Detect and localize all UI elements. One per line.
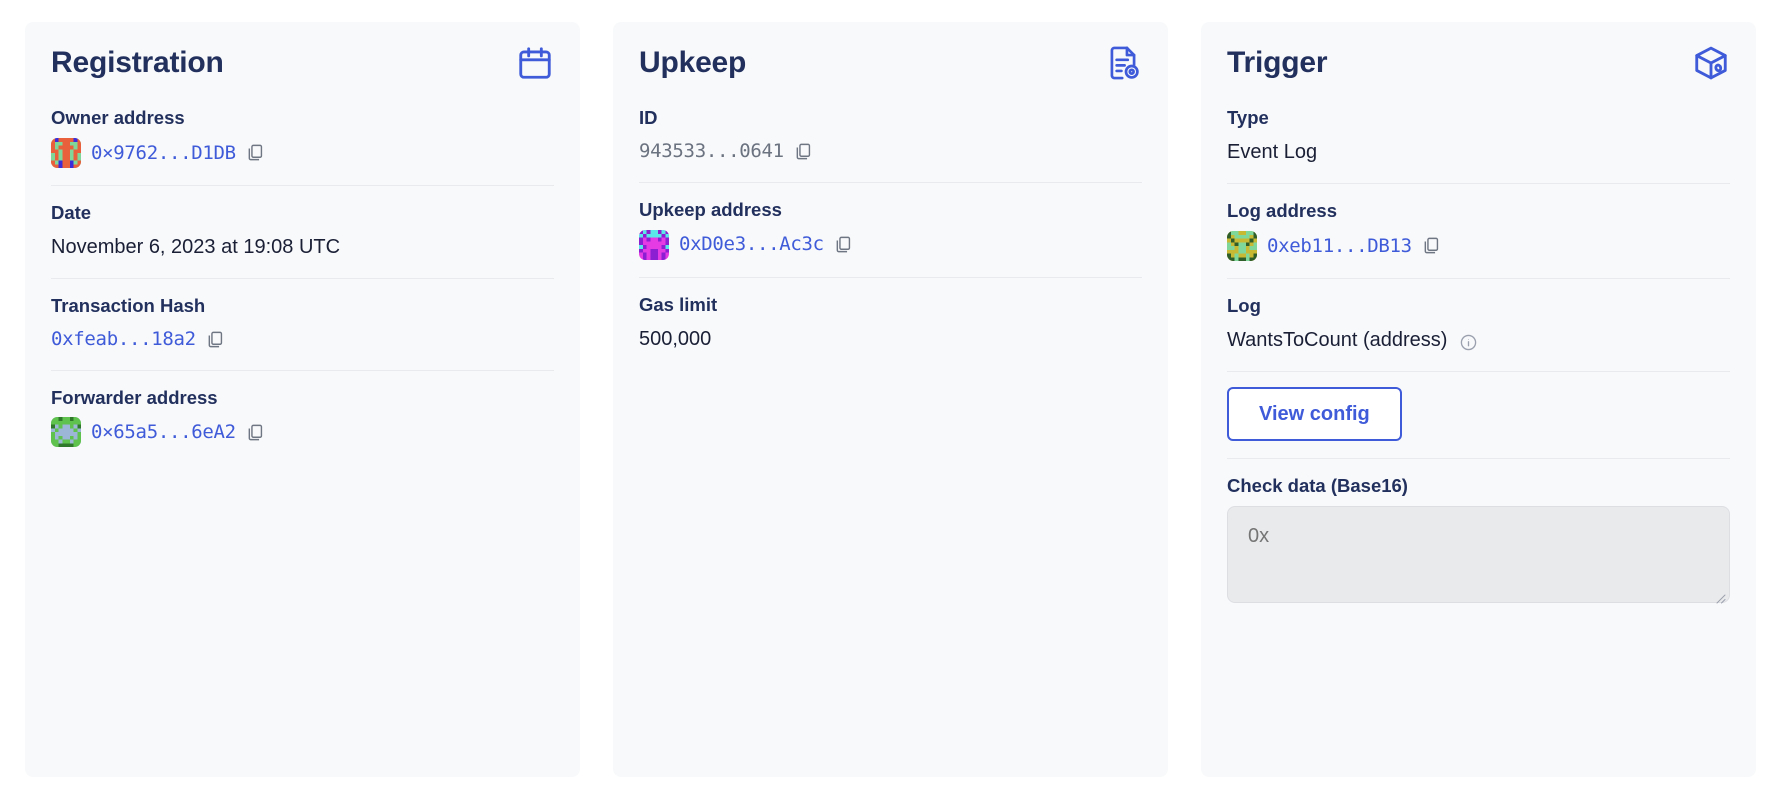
field-trigger-type: Type Event Log [1227, 106, 1730, 184]
forwarder-address-blockie [51, 417, 81, 448]
field-date: Date November 6, 2023 at 19:08 UTC [51, 186, 554, 279]
upkeep-card: Upkeep ID 9435 [613, 22, 1168, 777]
copy-icon[interactable] [246, 422, 265, 443]
copy-icon[interactable] [1422, 235, 1441, 256]
owner-address-blockie [51, 137, 81, 168]
page-title-trigger: Trigger [1227, 46, 1328, 79]
registration-card: Registration Owner address [25, 22, 580, 777]
log-address-value[interactable]: 0xeb11...DB13 [1267, 234, 1412, 257]
owner-address-value[interactable]: 0×9762...D1DB [91, 141, 236, 164]
cards-container: Registration Owner address [25, 22, 1756, 777]
page-title-registration: Registration [51, 46, 224, 79]
field-value-trigger-type: Event Log [1227, 138, 1730, 166]
trigger-type-value: Event Log [1227, 140, 1318, 163]
field-value-date: November 6, 2023 at 19:08 UTC [51, 233, 554, 261]
field-label-log: Log [1227, 294, 1261, 316]
upkeep-id-value: 943533...0641 [639, 139, 784, 162]
registration-card-header: Registration [51, 44, 554, 106]
field-label-upkeep-id: ID [639, 107, 658, 128]
check-data-section: Check data (Base16) [1227, 459, 1730, 625]
field-value-log: WantsToCount (address) [1227, 326, 1730, 354]
check-data-input[interactable] [1227, 505, 1730, 603]
field-value-log-address: 0xeb11...DB13 [1227, 230, 1730, 261]
field-label-trigger-type: Type [1227, 107, 1269, 128]
info-icon[interactable] [1460, 331, 1477, 351]
field-value-upkeep-address: 0xD0e3...Ac3c [639, 229, 1142, 260]
date-value: November 6, 2023 at 19:08 UTC [51, 235, 341, 258]
field-value-forwarder-address: 0×65a5...6eA2 [51, 417, 554, 448]
trigger-card: Trigger Type Event Log Log address [1201, 22, 1756, 777]
copy-icon[interactable] [246, 142, 265, 163]
field-upkeep-id: ID 943533...0641 [639, 106, 1142, 183]
copy-icon[interactable] [206, 329, 225, 350]
field-label-date: Date [51, 201, 92, 223]
field-label-check-data: Check data (Base16) [1227, 474, 1408, 496]
cube-icon [1692, 44, 1730, 82]
transaction-hash-value[interactable]: 0xfeab...18a2 [51, 327, 196, 350]
field-upkeep-address: Upkeep address [639, 183, 1142, 278]
field-label-log-address: Log address [1227, 199, 1337, 221]
field-label-owner-address: Owner address [51, 107, 185, 128]
field-label-forwarder-address: Forwarder address [51, 386, 218, 408]
field-label-gas-limit: Gas limit [639, 293, 718, 315]
field-log: Log WantsToCount (address) [1227, 279, 1730, 372]
copy-icon[interactable] [834, 234, 853, 255]
log-value: WantsToCount (address) [1227, 328, 1448, 351]
field-value-upkeep-id: 943533...0641 [639, 138, 1142, 165]
field-value-gas-limit: 500,000 [639, 325, 1142, 353]
copy-icon[interactable] [794, 141, 813, 162]
upkeep-address-blockie [639, 229, 669, 260]
gas-limit-value: 500,000 [639, 327, 712, 350]
document-seal-icon [1104, 44, 1142, 82]
field-label-transaction-hash: Transaction Hash [51, 294, 206, 316]
page-title-upkeep: Upkeep [639, 46, 747, 79]
forwarder-address-value[interactable]: 0×65a5...6eA2 [91, 421, 236, 444]
upkeep-address-value[interactable]: 0xD0e3...Ac3c [679, 233, 824, 256]
field-forwarder-address: Forwarder address [51, 371, 554, 465]
field-value-owner-address: 0×9762...D1DB [51, 137, 554, 168]
field-gas-limit: Gas limit 500,000 [639, 278, 1142, 370]
field-label-upkeep-address: Upkeep address [639, 198, 782, 220]
field-value-transaction-hash: 0xfeab...18a2 [51, 326, 554, 353]
trigger-card-header: Trigger [1227, 44, 1730, 106]
field-transaction-hash: Transaction Hash 0xfeab...18a2 [51, 279, 554, 371]
log-address-blockie [1227, 230, 1257, 261]
upkeep-card-header: Upkeep [639, 44, 1142, 106]
calendar-icon [516, 44, 554, 82]
view-config-row: View config [1227, 372, 1730, 459]
field-owner-address: Owner address [51, 106, 554, 186]
check-data-wrap [1227, 505, 1730, 608]
field-log-address: Log address [1227, 184, 1730, 279]
view-config-button[interactable]: View config [1227, 386, 1402, 441]
